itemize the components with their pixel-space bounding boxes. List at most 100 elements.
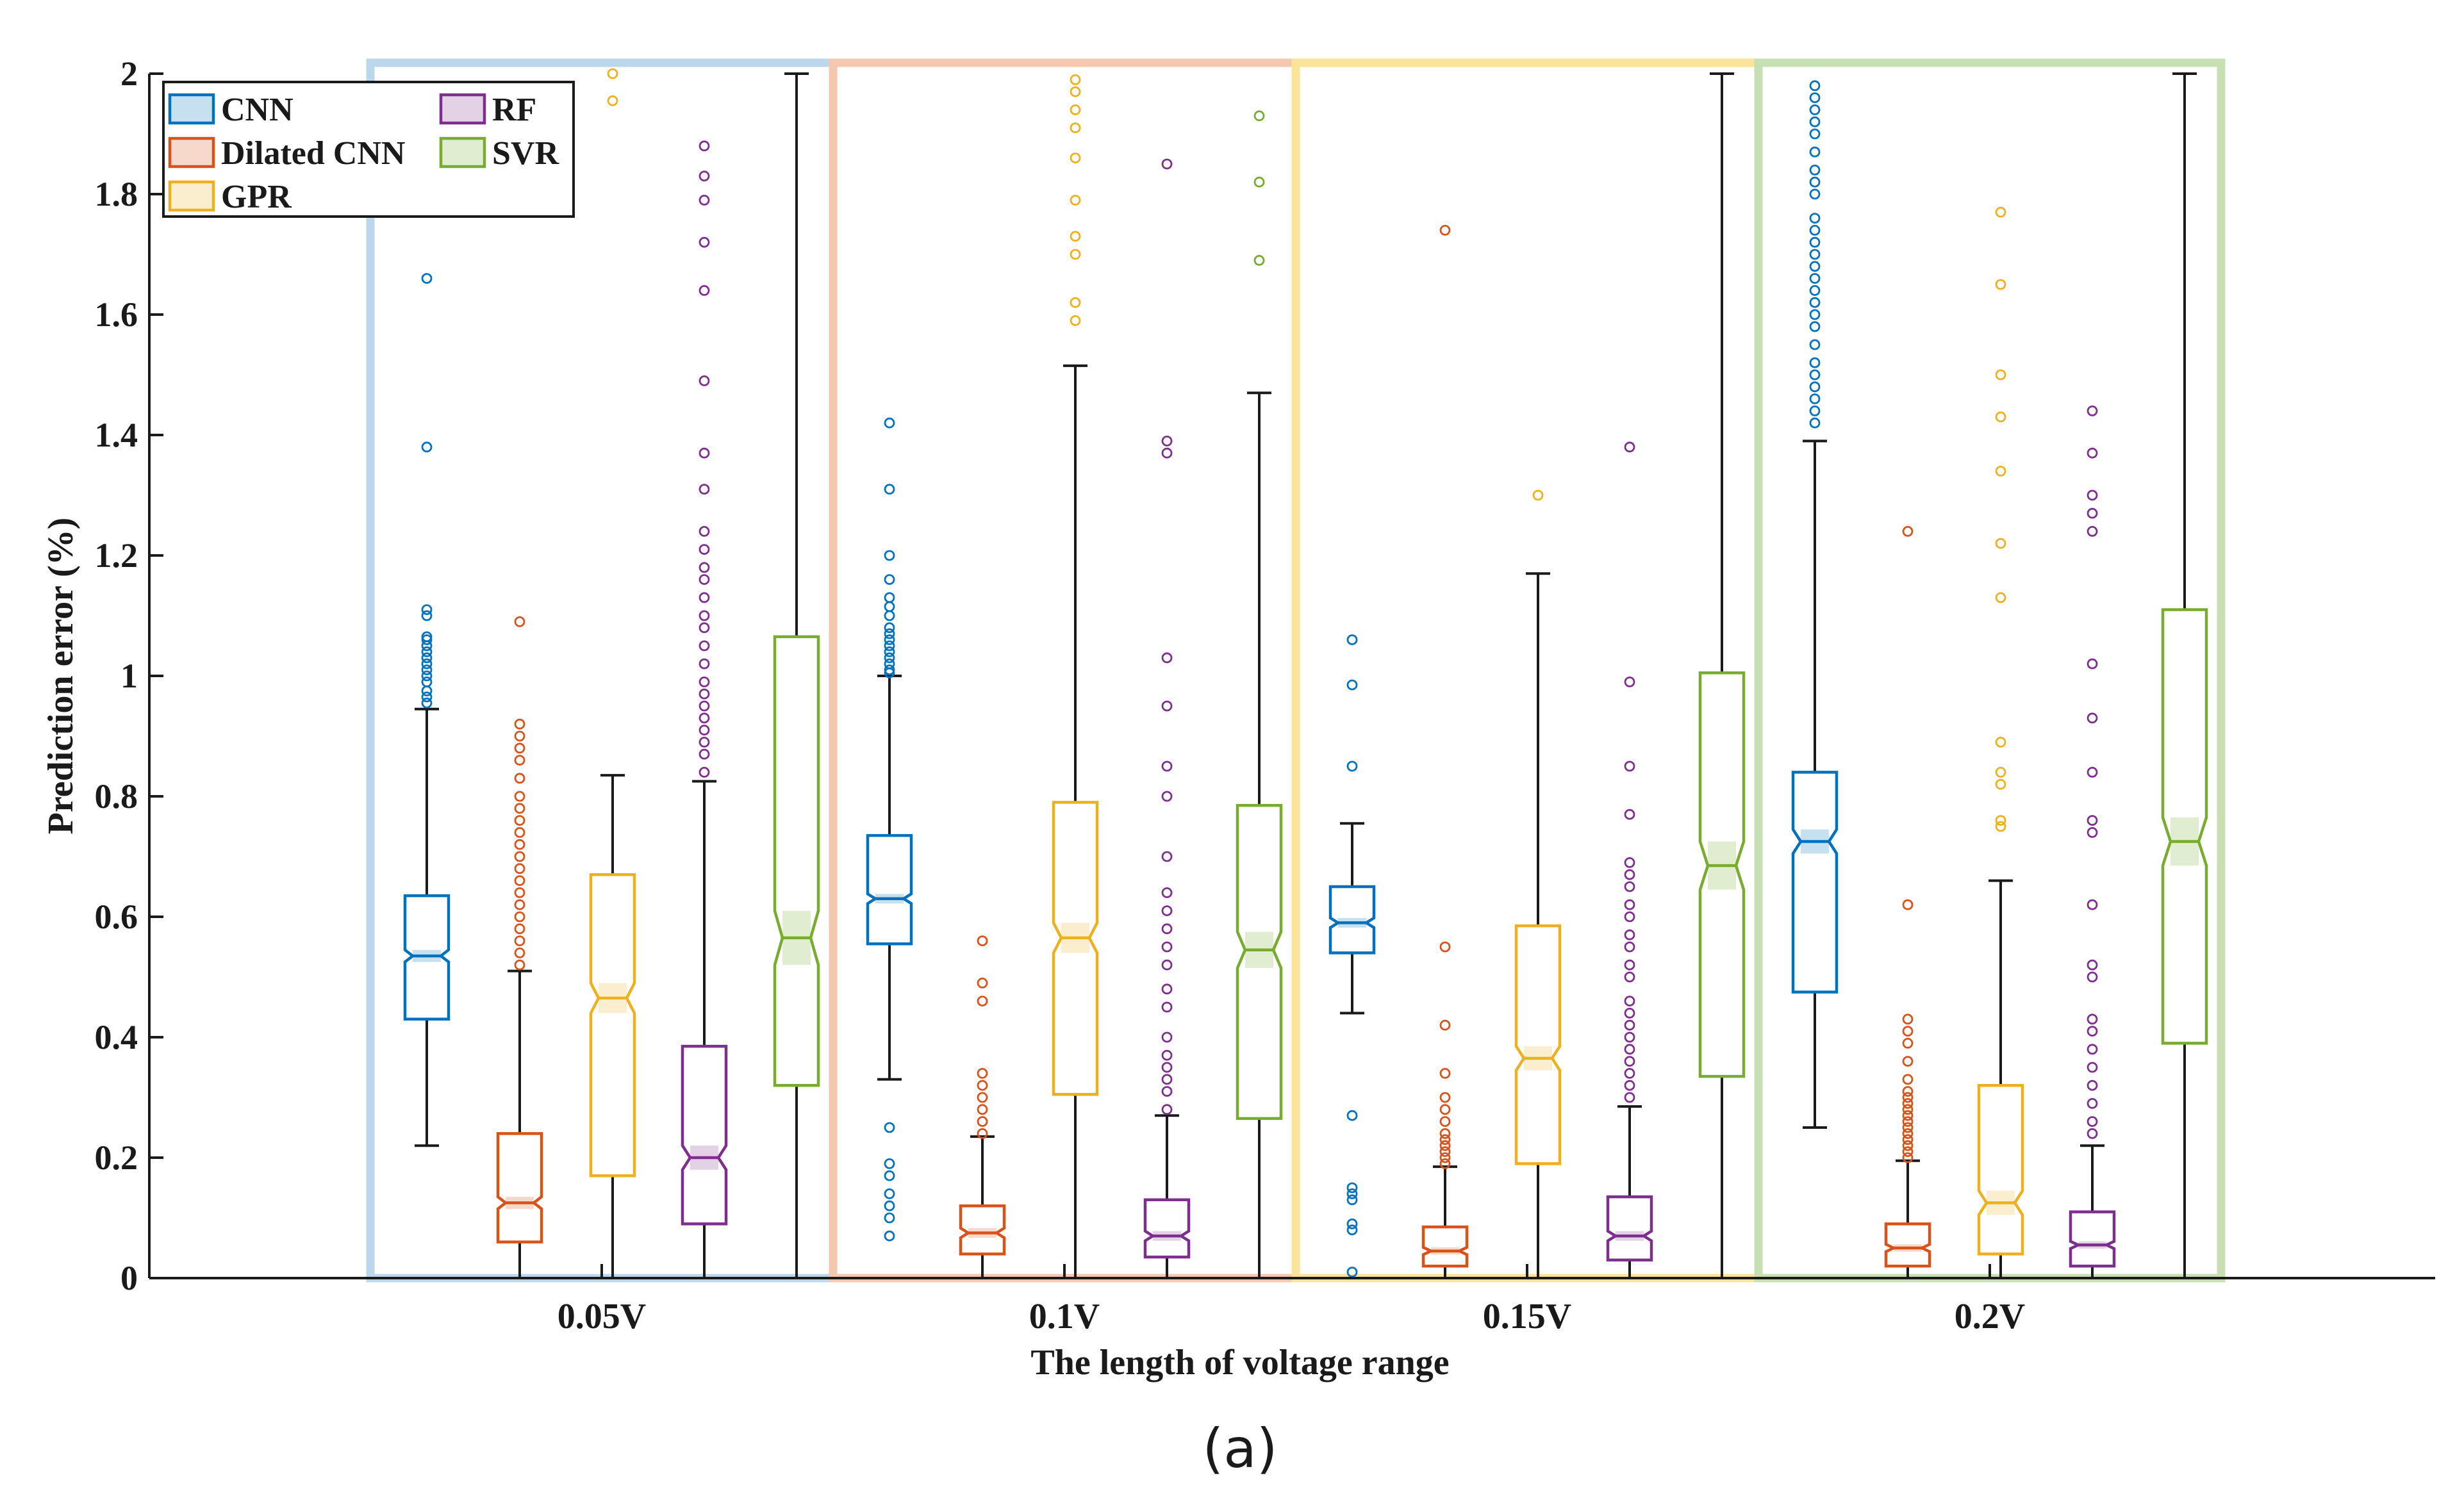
y-tick-label: 1.6	[95, 295, 138, 334]
outlier-point	[1624, 677, 1635, 687]
legend: CNN Dilated CNN GPR RF SVR	[162, 81, 575, 218]
outlier-point	[699, 700, 710, 712]
outlier-point	[1624, 441, 1635, 453]
outlier-point	[1995, 767, 2006, 778]
outlier-point	[1439, 1092, 1451, 1103]
box-rf	[1606, 441, 1653, 1279]
box-body	[1328, 885, 1376, 955]
outlier-point	[977, 1116, 988, 1127]
outlier-point	[1809, 406, 1821, 416]
outlier-point	[977, 1079, 988, 1091]
outlier-point	[1346, 1188, 1358, 1199]
y-tick-label: 0.6	[95, 898, 138, 936]
box-rf	[2069, 406, 2116, 1279]
box-svr	[773, 72, 820, 1279]
plot-area	[403, 68, 2208, 1279]
outlier-point	[421, 664, 433, 675]
outlier-point	[1624, 1092, 1635, 1103]
outlier-point	[977, 1068, 988, 1079]
box-cnn	[1791, 80, 1839, 1129]
outlier-point	[1624, 1079, 1635, 1091]
outlier-point	[1161, 436, 1173, 447]
outlier-point	[1624, 869, 1635, 880]
y-tick-label: 0.4	[95, 1018, 138, 1056]
outlier-point	[1809, 339, 1821, 350]
outlier-point	[884, 601, 895, 612]
outlier-point	[421, 441, 433, 453]
outlier-point	[2087, 1098, 2098, 1109]
outlier-point	[421, 610, 433, 621]
outlier-point	[1070, 152, 1081, 164]
outlier-point	[1995, 411, 2006, 423]
outlier-point	[1346, 1110, 1358, 1121]
box-cnn	[1328, 634, 1376, 1277]
outlier-point	[1809, 357, 1821, 368]
outlier-point	[699, 737, 710, 748]
outlier-point	[1809, 309, 1821, 320]
legend-label: RF	[492, 92, 536, 128]
outlier-point	[421, 658, 433, 669]
outlier-point	[884, 628, 895, 639]
outlier-point	[699, 194, 710, 206]
outlier-point	[514, 887, 525, 898]
outlier-point	[1070, 74, 1081, 85]
box-body	[2069, 1210, 2116, 1268]
y-tick-label: 2	[120, 54, 138, 93]
outlier-point	[1902, 526, 1914, 537]
outlier-point	[1161, 941, 1173, 953]
box-gpr	[1977, 206, 2024, 1279]
outlier-point	[1624, 857, 1635, 868]
group-frame	[366, 58, 838, 1283]
outlier-point	[1902, 1128, 1914, 1139]
box-dilated-cnn	[959, 935, 1006, 1279]
outlier-point	[1809, 176, 1821, 188]
outlier-point	[977, 1104, 988, 1115]
outlier-point	[1439, 1019, 1451, 1031]
outlier-point	[1624, 996, 1635, 1006]
legend-swatch	[439, 93, 486, 125]
outlier-point	[1161, 1062, 1173, 1073]
outlier-point	[1809, 369, 1821, 381]
outlier-point	[2087, 447, 2098, 459]
outlier-point	[1809, 273, 1821, 284]
box-body	[1052, 801, 1099, 1096]
outlier-point	[977, 1092, 988, 1103]
outlier-point	[884, 550, 895, 561]
outlier-point	[1161, 700, 1173, 712]
outlier-point	[1902, 1098, 1914, 1109]
figure-caption: (a)	[1202, 1417, 1277, 1480]
outlier-point	[2087, 815, 2098, 826]
outlier-point	[1809, 236, 1821, 248]
outlier-point	[1439, 1140, 1451, 1151]
outlier-point	[1070, 231, 1081, 242]
box-gpr	[1052, 74, 1099, 1279]
outlier-point	[884, 634, 895, 645]
outlier-point	[1070, 249, 1081, 260]
outlier-point	[1161, 1104, 1173, 1115]
outlier-point	[884, 1188, 895, 1199]
outlier-point	[884, 664, 895, 675]
box-body	[496, 1132, 543, 1244]
outlier-point	[421, 273, 433, 284]
legend-label: CNN	[221, 92, 294, 128]
box-body	[403, 894, 451, 1021]
legend-box	[162, 81, 575, 218]
outlier-point	[1624, 1031, 1635, 1043]
outlier-point	[514, 616, 525, 627]
box-body	[1421, 1225, 1469, 1268]
outlier-point	[1624, 809, 1635, 820]
outlier-point	[1161, 760, 1173, 772]
outlier-point	[1995, 815, 2006, 826]
box-body	[681, 1044, 728, 1226]
box-rf	[1143, 158, 1191, 1279]
outlier-point	[421, 691, 433, 703]
outlier-point	[1809, 128, 1821, 140]
outlier-point	[1902, 1116, 1914, 1127]
y-tick-label: 1	[120, 657, 138, 695]
outlier-point	[884, 592, 895, 603]
outlier-point	[421, 677, 433, 687]
x-tick-label: 0.05V	[558, 1297, 646, 1336]
outlier-point	[1809, 104, 1821, 115]
box-body	[1977, 1083, 2024, 1256]
